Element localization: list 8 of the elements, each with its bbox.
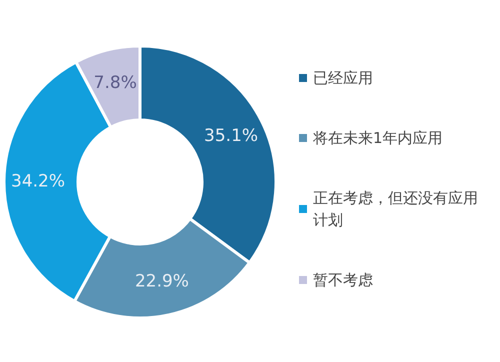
data-label: 35.1% [204,126,258,146]
data-label: 7.8% [94,73,137,94]
data-label: 22.9% [134,272,189,292]
data-label: 34.2% [10,171,66,192]
legend-label: 已经应用 [313,69,373,87]
legend-label: 正在考虑，但还没有应用计划 [313,189,478,229]
legend-label: 将在未来1年内应用 [312,129,443,147]
legend-label: 暂不考虑 [313,271,373,289]
